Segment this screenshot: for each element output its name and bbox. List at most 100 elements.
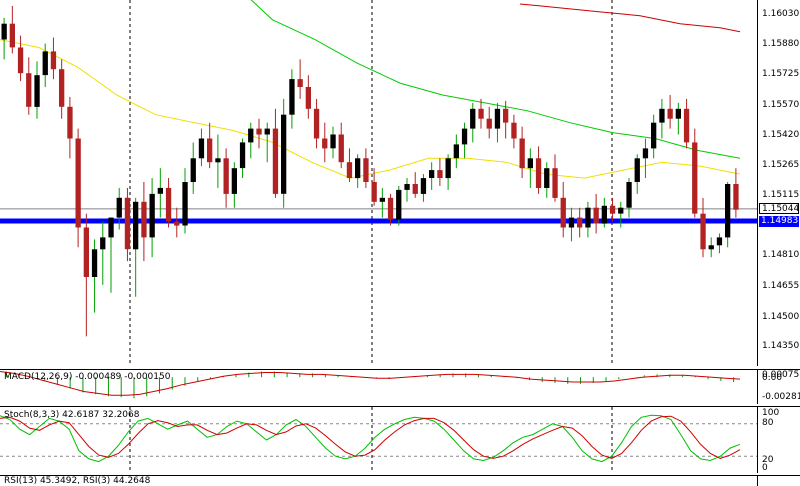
bear-candle xyxy=(363,158,369,182)
bull-candle xyxy=(108,217,114,238)
bear-candle xyxy=(256,128,262,135)
bear-candle xyxy=(67,106,73,139)
rsi-axis xyxy=(757,475,800,486)
bear-candle xyxy=(223,158,229,194)
bull-candle xyxy=(1,23,7,40)
rsi-pane[interactable]: RSI(13) 45.3492, RSI(3) 44.2648 xyxy=(0,475,757,486)
macd-tick-label: 0.000758 xyxy=(762,370,800,380)
bull-candle xyxy=(651,122,657,149)
bear-candle xyxy=(338,134,344,163)
bull-candle xyxy=(626,182,632,208)
bull-candle xyxy=(116,197,122,218)
bear-candle xyxy=(297,79,303,87)
bear-candle xyxy=(17,47,24,74)
bear-candle xyxy=(552,168,558,198)
price-tick-label: 1.14500 xyxy=(762,311,800,322)
bull-candle xyxy=(453,144,459,159)
price-tick-label: 1.14655 xyxy=(762,280,800,291)
bear-candle xyxy=(593,207,599,224)
bear-candle xyxy=(683,108,690,143)
price-tick-label: 1.14350 xyxy=(762,341,800,352)
stochastic-tick-label: 100 xyxy=(762,408,780,418)
bull-candle xyxy=(429,170,435,178)
bear-candle xyxy=(124,197,131,250)
bull-candle xyxy=(34,75,40,107)
bull-candle xyxy=(494,108,501,129)
bull-candle xyxy=(355,158,361,179)
bull-candle xyxy=(215,158,221,163)
bull-candle xyxy=(601,205,607,224)
bear-candle xyxy=(305,87,311,109)
bear-candle xyxy=(535,158,542,188)
bear-candle xyxy=(560,197,566,228)
bear-candle xyxy=(141,201,147,238)
bear-candle xyxy=(322,138,328,149)
support-price-badge: 1.14983 xyxy=(759,215,799,227)
bear-candle xyxy=(59,69,65,107)
bear-candle xyxy=(486,118,492,129)
bull-candle xyxy=(404,184,410,190)
bear-candle xyxy=(609,205,616,214)
bear-candle xyxy=(412,184,418,194)
bull-candle xyxy=(100,237,106,250)
price-tick-label: 1.15570 xyxy=(762,99,800,110)
bear-candle xyxy=(174,221,180,226)
macd-chart xyxy=(0,371,741,399)
bull-candle xyxy=(330,134,336,149)
bull-candle xyxy=(248,128,254,143)
bull-candle xyxy=(91,249,98,277)
price-tick-label: 1.16030 xyxy=(762,8,800,19)
bull-candle xyxy=(527,158,533,169)
bull-candle xyxy=(568,217,575,228)
current-price-badge: 1.15044 xyxy=(759,202,799,214)
rsi-label: RSI(13) 45.3492, RSI(3) 44.2648 xyxy=(4,476,151,486)
bull-candle xyxy=(544,168,550,188)
bear-candle xyxy=(83,227,89,277)
macd-tick-label: -0.002812 xyxy=(762,392,800,402)
price-tick-label: 1.15725 xyxy=(762,69,800,80)
bear-candle xyxy=(272,128,279,194)
stochastic-pane[interactable]: Stoch(8,3,3) 42.6187 32.2068 xyxy=(0,406,757,473)
bear-candle xyxy=(75,138,81,228)
price-tick-label: 1.14810 xyxy=(762,250,800,261)
bull-candle xyxy=(470,108,476,129)
bear-candle xyxy=(387,197,394,220)
bear-candle xyxy=(478,108,484,119)
bear-candle xyxy=(165,187,172,222)
bull-candle xyxy=(708,245,714,250)
price-axis: 1.16030 1.15880 1.15725 1.15570 1.15420 1.152… xyxy=(757,0,800,366)
bear-candle xyxy=(700,213,706,250)
macd-label: MACD(12,26,9) -0.000489 -0.000150 xyxy=(4,372,171,382)
ma-slow-line xyxy=(519,3,741,33)
stochastic-signal-line xyxy=(0,415,741,459)
macd-axis: 0.0007580.00 -0.002812 xyxy=(757,369,800,404)
bull-candle xyxy=(239,142,246,169)
bear-candle xyxy=(346,162,353,178)
bear-candle xyxy=(733,184,739,210)
bull-candle xyxy=(42,51,48,76)
stochastic-chart xyxy=(0,407,757,473)
bull-candle xyxy=(182,182,188,226)
bear-candle xyxy=(437,170,443,178)
macd-pane[interactable]: MACD(12,26,9) -0.000489 -0.000150 xyxy=(0,369,757,404)
price-tick-label: 1.15420 xyxy=(762,129,800,140)
price-tick-label: 1.15115 xyxy=(762,189,800,200)
bull-candle xyxy=(725,184,731,238)
bear-candle xyxy=(511,122,517,139)
bull-candle xyxy=(634,158,640,182)
bear-candle xyxy=(26,73,32,107)
bear-candle xyxy=(577,217,583,228)
bull-candle xyxy=(264,128,270,135)
price-tick-label: 1.15265 xyxy=(762,160,800,171)
bull-candle xyxy=(149,193,155,238)
bull-candle xyxy=(198,138,205,159)
bull-candle xyxy=(461,128,468,145)
bull-candle xyxy=(642,148,649,159)
bull-candle xyxy=(231,168,237,194)
bull-candle xyxy=(659,108,665,123)
stochastic-tick-label: 80 xyxy=(762,418,774,428)
bull-candle xyxy=(618,207,624,214)
price-chart-pane[interactable] xyxy=(0,0,757,366)
bull-candle xyxy=(396,189,402,220)
bear-candle xyxy=(503,108,509,123)
